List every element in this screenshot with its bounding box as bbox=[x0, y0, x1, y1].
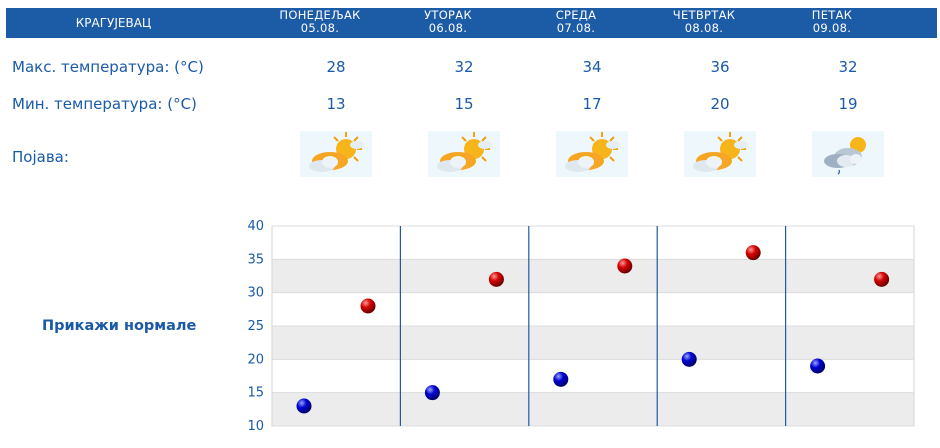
partly-sunny-icon bbox=[428, 131, 500, 177]
max-temp-point[interactable] bbox=[360, 298, 376, 314]
y-tick-label: 20 bbox=[247, 352, 264, 367]
min-temp-label: Мин. температура: (°C) bbox=[12, 95, 197, 113]
day-name: СРЕДА bbox=[555, 8, 597, 22]
day-name: УТОРАК bbox=[424, 8, 472, 22]
day-name: ЧЕТВРТАК bbox=[672, 8, 736, 22]
grid-band bbox=[272, 259, 914, 293]
max-temp-point[interactable] bbox=[874, 271, 890, 287]
temperature-chart: 10 15 20 25 30 35 40 bbox=[247, 219, 915, 434]
day-header-4: ЧЕТВРТАК 08.08. bbox=[640, 9, 768, 35]
max-temp-value: 36 bbox=[710, 58, 730, 76]
day-name: ПЕТАК bbox=[811, 8, 853, 22]
max-temp-value: 32 bbox=[454, 58, 474, 76]
max-temp-point[interactable] bbox=[617, 258, 633, 274]
min-temp-value: 13 bbox=[326, 95, 346, 113]
day-date: 06.08. bbox=[428, 21, 468, 35]
max-temp-label: Макс. температура: (°C) bbox=[12, 58, 204, 76]
day-header-1: ПОНЕДЕЉАК 05.08. bbox=[256, 9, 384, 35]
phenomenon-label: Појава: bbox=[12, 148, 69, 166]
max-temp-value: 28 bbox=[326, 58, 346, 76]
partly-sunny-icon bbox=[684, 131, 756, 177]
y-tick-label: 25 bbox=[247, 319, 264, 334]
min-temp-point[interactable] bbox=[296, 398, 312, 414]
day-header-5: ПЕТАК 09.08. bbox=[768, 9, 896, 35]
max-temp-point[interactable] bbox=[745, 245, 761, 261]
day-header-3: СРЕДА 07.08. bbox=[512, 9, 640, 35]
min-temp-value: 17 bbox=[582, 95, 602, 113]
min-temp-value: 20 bbox=[710, 95, 730, 113]
partly-sunny-icon bbox=[556, 131, 628, 177]
grid-band bbox=[272, 226, 914, 260]
min-temp-point[interactable] bbox=[681, 351, 697, 367]
y-tick-label: 40 bbox=[247, 219, 264, 234]
min-temp-value: 15 bbox=[454, 95, 474, 113]
y-tick-label: 10 bbox=[247, 419, 264, 434]
grid-band bbox=[272, 326, 914, 360]
min-temp-point[interactable] bbox=[553, 371, 569, 387]
day-date: 05.08. bbox=[300, 21, 340, 35]
grid-band bbox=[272, 392, 914, 426]
show-normals-link[interactable]: Прикажи нормале bbox=[42, 318, 197, 334]
max-temp-value: 32 bbox=[838, 58, 858, 76]
day-header-2: УТОРАК 06.08. bbox=[384, 9, 512, 35]
day-name: ПОНЕДЕЉАК bbox=[279, 8, 361, 22]
day-date: 08.08. bbox=[684, 21, 724, 35]
y-tick-label: 15 bbox=[247, 386, 264, 401]
cloudy-drizzle-icon bbox=[812, 131, 884, 177]
min-temp-point[interactable] bbox=[424, 385, 440, 401]
grid-band bbox=[272, 359, 914, 393]
partly-sunny-icon bbox=[300, 131, 372, 177]
forecast-header: КРАГУЈЕВАЦ ПОНЕДЕЉАК 05.08. УТОРАК 06.08… bbox=[6, 8, 937, 38]
max-temp-value: 34 bbox=[582, 58, 602, 76]
y-tick-label: 30 bbox=[247, 286, 264, 301]
min-temp-point[interactable] bbox=[810, 358, 826, 374]
day-date: 09.08. bbox=[812, 21, 852, 35]
max-temp-point[interactable] bbox=[488, 271, 504, 287]
city-name: КРАГУЈЕВАЦ bbox=[75, 16, 152, 30]
grid-band bbox=[272, 292, 914, 326]
day-date: 07.08. bbox=[556, 21, 596, 35]
min-temp-value: 19 bbox=[838, 95, 858, 113]
y-tick-label: 35 bbox=[247, 252, 264, 267]
